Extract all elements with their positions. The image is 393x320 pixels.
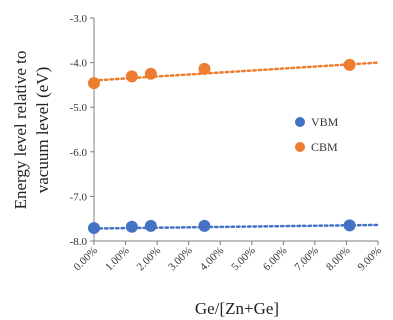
legend-label-vbm: VBM [311,115,339,129]
y-axis-label-line2: vacuum level (eV) [33,67,52,194]
y-tick-label: -4.0 [70,58,88,70]
data-point-vbm [198,219,211,232]
y-axis-label-line1: Energy level relative to [11,51,30,210]
x-tick-label: 5.00% [229,245,258,274]
y-tick-label: -8.0 [70,236,88,248]
data-points [88,58,356,235]
trendline-vbm [92,223,380,230]
x-tick-label: 4.00% [198,245,227,274]
legend: VBM CBM [295,115,339,154]
y-tick-labels: -3.0 -4.0 -5.0 -6.0 -7.0 -8.0 [70,13,88,248]
y-tick-label: -7.0 [70,191,88,203]
data-point-vbm [144,219,157,232]
legend-marker-vbm [295,117,305,127]
x-tick-labels: 0.00% 1.00% 2.00% 3.00% 4.00% 5.00% 6.00% 7.00%… [72,245,385,274]
axes [90,17,379,245]
x-tick-label: 2.00% [135,245,164,274]
x-tick-label: 9.00% [356,245,385,274]
trendlines [92,61,380,230]
data-point-cbm [88,77,100,90]
x-tick-label: 7.00% [292,245,321,274]
data-point-vbm [88,222,100,235]
legend-label-cbm: CBM [311,140,338,154]
y-tick-label: -6.0 [70,147,88,159]
trendline-cbm [92,61,380,82]
data-point-cbm [198,62,211,75]
x-tick-label: 1.00% [103,245,132,274]
y-tick-label: -5.0 [70,102,88,114]
x-tick-label: 3.00% [166,245,195,274]
x-tick-label: 8.00% [324,245,353,274]
data-point-cbm [144,67,157,80]
data-point-cbm [343,58,356,71]
data-point-cbm [125,70,138,83]
data-point-vbm [125,220,138,233]
x-axis-label: Ge/[Zn+Ge] [195,299,279,318]
x-tick-label: 6.00% [261,245,290,274]
x-tick-label: 0.00% [72,245,101,274]
data-point-vbm [343,219,356,232]
legend-marker-cbm [295,142,305,152]
y-tick-label: -3.0 [70,13,88,25]
